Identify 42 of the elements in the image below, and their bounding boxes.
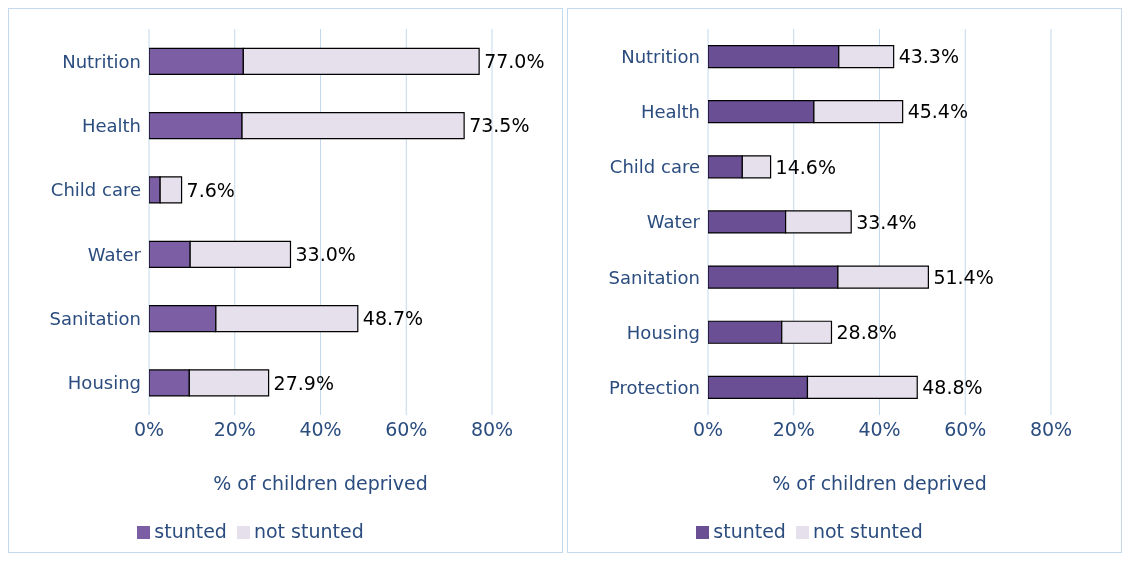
total-label: 48.7% (362, 307, 424, 330)
x-tick-label: 20% (772, 418, 815, 441)
legend-label: not stunted (812, 520, 923, 542)
legend-label: stunted (713, 520, 786, 542)
y-tick-label: Health (81, 114, 141, 136)
total-label: 28.8% (836, 321, 897, 343)
y-tick-label: Nutrition (621, 45, 700, 67)
x-tick-label: 60% (385, 418, 428, 441)
y-tick-label: Sanitation (49, 307, 141, 329)
x-axis-title: % of children deprived (213, 472, 428, 494)
y-tick-label: Child care (50, 179, 141, 201)
x-tick-label: 20% (213, 418, 256, 441)
total-label: 14.6% (775, 155, 836, 178)
total-label: 48.8% (922, 376, 983, 399)
y-tick-label: Child care (609, 156, 700, 178)
y-tick-label: Health (640, 101, 700, 123)
x-tick-label: 40% (858, 418, 901, 441)
x-axis-title: % of children deprived (772, 472, 987, 494)
legend-label: stunted (154, 520, 227, 542)
legend-label: not stunted (253, 520, 364, 542)
y-tick-label: Housing (626, 321, 700, 343)
total-label: 43.3% (898, 45, 960, 68)
x-tick-label: 60% (944, 418, 987, 441)
total-label: 7.6% (186, 178, 235, 201)
y-tick-label: Sanitation (608, 266, 700, 288)
x-tick-label: 40% (299, 418, 342, 441)
x-tick-label: 0% (692, 418, 724, 441)
total-label: 45.4% (907, 100, 969, 123)
total-label: 73.5% (469, 114, 530, 137)
total-label: 33.0% (295, 243, 356, 266)
total-label: 27.9% (273, 371, 334, 394)
y-tick-label: Housing (67, 372, 141, 394)
x-tick-label: 0% (133, 418, 165, 441)
total-label: 51.4% (933, 265, 994, 288)
x-tick-label: 80% (470, 418, 514, 441)
y-tick-label: Protection (608, 376, 700, 398)
x-tick-label: 80% (1029, 418, 1073, 441)
total-label: 33.4% (856, 210, 917, 233)
y-tick-label: Nutrition (62, 50, 141, 72)
y-tick-label: Water (87, 243, 142, 265)
y-tick-label: Water (646, 211, 701, 233)
total-label: 77.0% (484, 50, 545, 73)
